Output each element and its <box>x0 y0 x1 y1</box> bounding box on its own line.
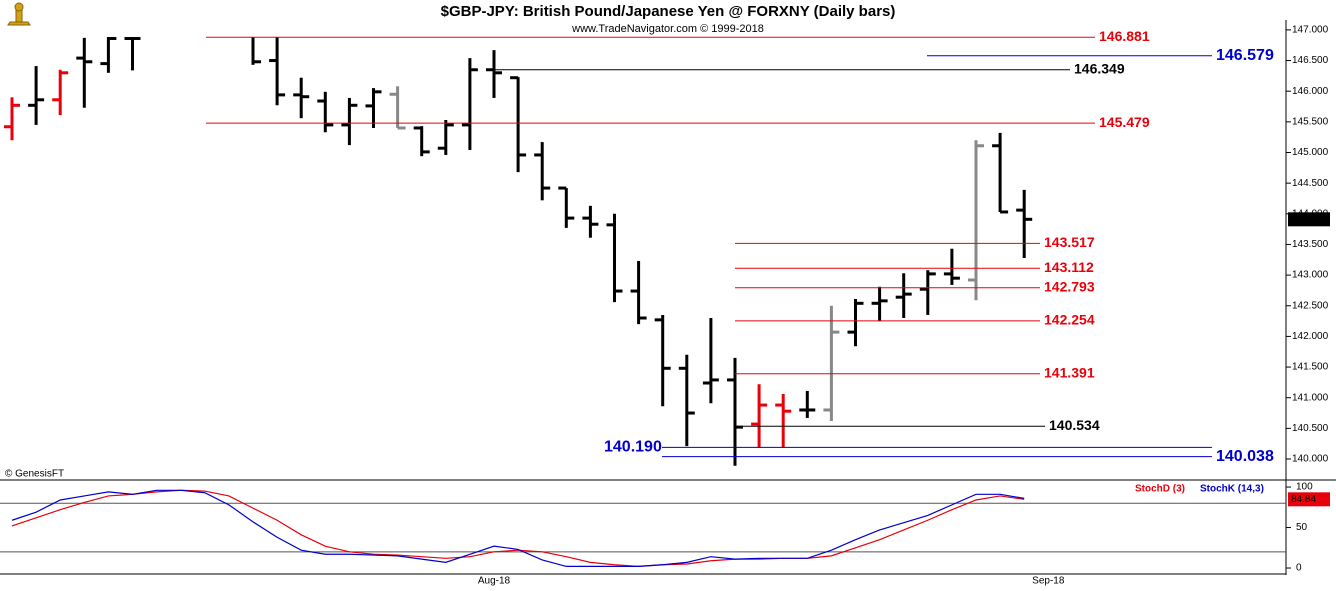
price-panel <box>4 37 1033 466</box>
legend-entry: StochK (14,3) <box>1200 484 1264 495</box>
y-tick-label: 146.500 <box>1292 55 1329 66</box>
y-tick-label: 143.000 <box>1292 270 1329 281</box>
last-value-label: 84.84 <box>1291 494 1316 505</box>
y-tick-label: 140.000 <box>1292 454 1329 465</box>
level-label: 146.579 <box>1216 47 1274 64</box>
last-price-box <box>1288 212 1330 227</box>
y-tick-label: 142.500 <box>1292 300 1329 311</box>
y-tick-label: 145.500 <box>1292 116 1329 127</box>
level-label: 141.391 <box>1044 364 1095 380</box>
chart-subtitle: www.TradeNavigator.com © 1999-2018 <box>571 23 764 35</box>
level-label: 140.190 <box>604 439 662 456</box>
legend-entry: StochD (3) <box>1135 484 1185 495</box>
y-tick-label: 146.000 <box>1292 86 1329 97</box>
y-tick-label: 141.500 <box>1292 362 1329 373</box>
y-tick-label: 143.500 <box>1292 239 1329 250</box>
level-label: 146.349 <box>1074 61 1125 77</box>
level-label: 145.479 <box>1099 114 1150 130</box>
level-label: 143.112 <box>1044 259 1094 275</box>
y-tick-label: 147.000 <box>1292 25 1329 36</box>
level-label: 140.534 <box>1049 417 1100 433</box>
y-tick-label: 140.500 <box>1292 423 1329 434</box>
annotation: © GenesisFT <box>5 469 64 480</box>
level-label: 142.254 <box>1044 312 1095 328</box>
y-tick-label: 50 <box>1296 522 1308 533</box>
level-label: 143.517 <box>1044 234 1095 250</box>
y-tick-label: 142.000 <box>1292 331 1329 342</box>
logo <box>7 2 31 26</box>
x-tick-label: Aug-18 <box>478 576 511 587</box>
stoch-line <box>11 489 1025 568</box>
y-tick-label: 145.000 <box>1292 147 1329 158</box>
y-tick-label: 144.500 <box>1292 178 1329 189</box>
y-tick-label: 0 <box>1296 563 1302 574</box>
level-label: 146.881 <box>1099 28 1150 44</box>
y-tick-label: 100 <box>1296 482 1313 493</box>
y-tick-label: 141.000 <box>1292 392 1329 403</box>
level-label: 142.793 <box>1044 278 1095 294</box>
stoch-panel <box>0 489 1286 568</box>
last-value-box <box>1288 492 1330 507</box>
level-label: 140.038 <box>1216 448 1274 465</box>
x-tick-label: Sep-18 <box>1032 576 1065 587</box>
chart-title: $GBP-JPY: British Pound/Japanese Yen @ F… <box>441 3 896 20</box>
last-price-label: 143.910 <box>1290 214 1327 225</box>
